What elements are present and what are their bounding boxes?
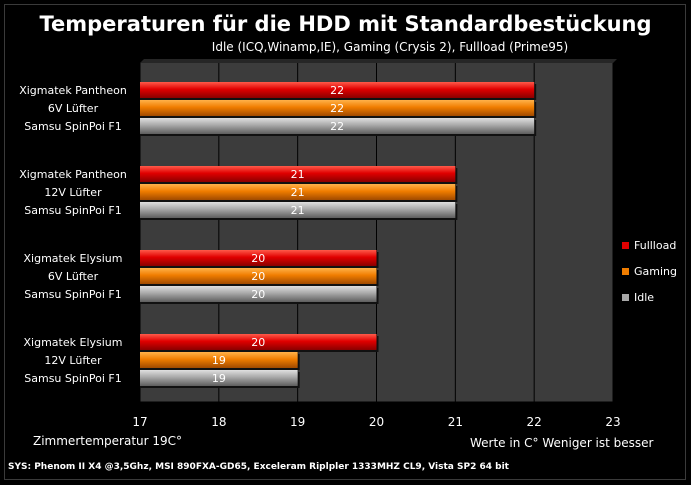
bar-idle-0 (140, 118, 535, 134)
bar-gaming-2 (140, 268, 377, 284)
x-tick-label-3: 20 (369, 415, 384, 429)
bar-idle-2 (140, 286, 377, 302)
bar-gaming-0 (140, 100, 535, 116)
legend-label-gaming: Gaming (634, 264, 677, 278)
bar-label-fullload-0: 22 (330, 84, 344, 97)
x-tick-label-1: 18 (211, 415, 226, 429)
category-label-2-0: Xigmatek Elysium (24, 252, 123, 265)
bar-fullload-2 (140, 250, 377, 266)
x-tick-label-2: 19 (290, 415, 305, 429)
legend-label-fullload: Fullload (634, 238, 677, 252)
bar-label-gaming-1: 21 (291, 186, 305, 199)
bar-label-idle-3: 19 (212, 372, 226, 385)
system-info: SYS: Phenom II X4 @3,5Ghz, MSI 890FXA-GD… (8, 462, 509, 472)
legend-label-idle: Idle (634, 290, 655, 304)
category-label-2-1: 6V Lüfter (48, 270, 99, 283)
category-label-1-2: Samsu SpinPoi F1 (24, 204, 121, 217)
bar-fullload-0 (140, 82, 535, 98)
bar-label-idle-2: 20 (251, 288, 265, 301)
bar-label-fullload-1: 21 (291, 168, 305, 181)
category-label-3-0: Xigmatek Elysium (24, 336, 123, 349)
bar-gaming-3 (140, 352, 298, 368)
bar-label-gaming-2: 20 (251, 270, 265, 283)
units-note: Werte in C° Weniger ist besser (470, 436, 654, 450)
chart-title: Temperaturen für die HDD mit Standardbes… (39, 12, 652, 36)
bar-gaming-1 (140, 184, 456, 200)
category-label-0-2: Samsu SpinPoi F1 (24, 120, 121, 133)
category-label-2-2: Samsu SpinPoi F1 (24, 288, 121, 301)
bar-label-gaming-0: 22 (330, 102, 344, 115)
bar-fullload-3 (140, 334, 377, 350)
room-temperature-note: Zimmertemperatur 19C° (33, 434, 183, 448)
category-label-3-1: 12V Lüfter (44, 354, 102, 367)
category-label-0-0: Xigmatek Pantheon (19, 84, 127, 97)
chart-subtitle: Idle (ICQ,Winamp,IE), Gaming (Crysis 2),… (211, 40, 569, 54)
bar-idle-1 (140, 202, 456, 218)
category-label-1-1: 12V Lüfter (44, 186, 102, 199)
x-tick-label-0: 17 (132, 415, 147, 429)
category-label-1-0: Xigmatek Pantheon (19, 168, 127, 181)
x-tick-label-5: 22 (527, 415, 542, 429)
legend-swatch-gaming (622, 267, 629, 275)
bar-idle-3 (140, 370, 298, 386)
bar-label-idle-1: 21 (291, 204, 305, 217)
x-tick-label-4: 21 (448, 415, 463, 429)
bar-label-idle-0: 22 (330, 120, 344, 133)
bar-fullload-1 (140, 166, 456, 182)
category-label-3-2: Samsu SpinPoi F1 (24, 372, 121, 385)
bar-label-fullload-2: 20 (251, 252, 265, 265)
legend-item-idle: Idle (622, 284, 677, 310)
category-label-0-1: 6V Lüfter (48, 102, 99, 115)
legend-item-gaming: Gaming (622, 258, 677, 284)
bar-label-fullload-3: 20 (251, 336, 265, 349)
legend-swatch-fullload (622, 241, 629, 249)
bar-label-gaming-3: 19 (212, 354, 226, 367)
x-tick-label-6: 23 (605, 415, 620, 429)
legend-swatch-idle (622, 293, 629, 301)
legend-item-fullload: Fullload (622, 232, 677, 258)
legend: Fullload Gaming Idle (622, 232, 677, 310)
plot-top-wall (140, 59, 617, 63)
chart-frame (4, 4, 686, 480)
